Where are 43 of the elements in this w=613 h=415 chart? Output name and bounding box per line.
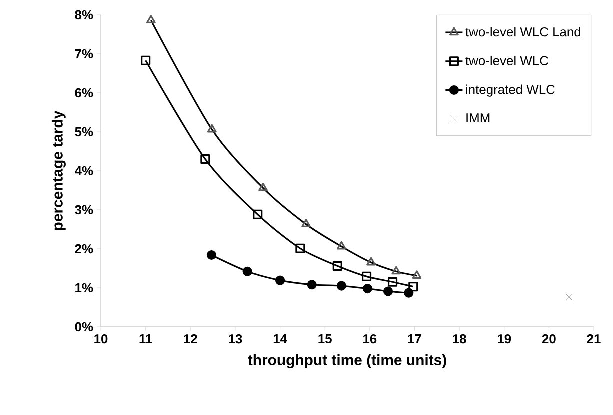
- x-tick-label: 19: [498, 334, 512, 344]
- x-tick-label: 14: [274, 334, 288, 344]
- point: [200, 154, 210, 164]
- y-tick-label: 7%: [75, 49, 94, 59]
- y-tick-label: 2%: [75, 244, 94, 254]
- legend-label: IMM: [466, 114, 490, 123]
- point: [307, 280, 317, 290]
- point: [336, 281, 346, 291]
- point: [275, 276, 286, 286]
- point: [332, 261, 342, 271]
- y-tick-label: 4%: [74, 166, 94, 176]
- point: [362, 284, 372, 294]
- point: [296, 244, 306, 254]
- x-tick-label: 10: [94, 334, 108, 344]
- x-tick-label: 13: [229, 334, 242, 344]
- y-tick-label: 0%: [75, 322, 94, 332]
- x-tick-label: 15: [318, 334, 332, 344]
- legend-label: two-level WLC: [466, 56, 548, 66]
- y-tick-label: 8%: [75, 10, 94, 20]
- point: [141, 56, 151, 66]
- point: [388, 277, 398, 287]
- x-axis-title: throughput time (time units): [248, 354, 446, 369]
- x-tick-label: 18: [453, 334, 466, 344]
- legend-label: integrated WLC: [466, 84, 555, 97]
- point: [566, 294, 573, 301]
- point: [404, 288, 414, 298]
- point: [253, 210, 263, 220]
- point: [242, 266, 252, 276]
- y-tick-label: 1%: [76, 283, 94, 293]
- x-tick-label: 11: [140, 334, 152, 344]
- x-tick-label: 21: [587, 334, 601, 344]
- legend-label: two-level WLC Land: [466, 27, 581, 37]
- y-tick-label: 5%: [75, 127, 94, 137]
- y-tick-label: 3%: [75, 205, 94, 215]
- x-tick-label: 16: [364, 334, 377, 344]
- point: [362, 272, 372, 282]
- x-tick-label: 12: [184, 334, 198, 344]
- y-axis-title: percentage tardy: [52, 110, 66, 230]
- point: [206, 250, 216, 260]
- y-tick-label: 6%: [75, 88, 94, 98]
- x-tick-label: 20: [542, 334, 556, 344]
- point: [384, 286, 394, 296]
- x-tick-label: 17: [408, 334, 422, 344]
